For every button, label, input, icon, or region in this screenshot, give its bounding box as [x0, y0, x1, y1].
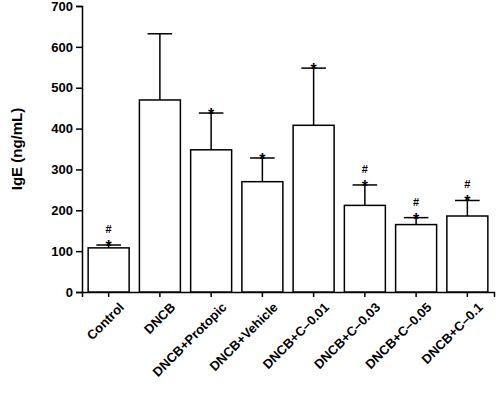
significance-mark: *: [362, 178, 369, 195]
significance-mark: *: [311, 61, 318, 78]
y-tick-mark: [76, 47, 82, 49]
x-tick-mark: [467, 292, 469, 297]
significance-mark: #: [106, 223, 112, 235]
y-tick: 500: [51, 80, 82, 95]
y-tick-mark: [76, 87, 82, 89]
significance-mark: #: [464, 178, 470, 190]
y-tick: 200: [51, 203, 82, 218]
bar: [242, 182, 283, 292]
bar: [344, 205, 385, 292]
chart: 0100200300400500600700ControlDNCBDNCB+Pr…: [0, 0, 500, 397]
plot: 0100200300400500600700ControlDNCBDNCB+Pr…: [51, 0, 494, 380]
annotations: # * * * * # * # * # *: [106, 61, 472, 255]
x-axis-line: [83, 293, 495, 298]
y-tick-label: 500: [51, 80, 73, 95]
y-tick-label: 300: [51, 162, 73, 177]
y-tick-mark: [76, 169, 82, 171]
error-bar-cap: [148, 33, 173, 35]
x-tick-mark: [262, 292, 264, 297]
significance-mark: *: [413, 211, 420, 228]
y-tick-label: 400: [51, 121, 73, 136]
x-tick-mark: [364, 292, 366, 297]
y-tick: 0: [66, 285, 82, 300]
x-tick-label: DNCB: [141, 300, 178, 337]
x-tick-mark: [210, 292, 212, 297]
y-tick-label: 600: [51, 40, 73, 55]
x-tick: DNCB+C–0.1: [419, 292, 486, 367]
y-tick: 700: [51, 0, 82, 14]
significance-mark: *: [208, 106, 215, 123]
significance-mark: *: [464, 193, 471, 210]
y-tick-mark: [76, 292, 82, 294]
y-tick-label: 100: [51, 244, 73, 259]
bar: [293, 125, 334, 292]
y-axis-title: IgE (ng/mL): [8, 108, 25, 191]
x-tick-mark: [108, 292, 110, 297]
marks: [88, 34, 488, 292]
bar: [191, 150, 232, 292]
y-tick: 600: [51, 40, 82, 55]
significance-mark: #: [362, 163, 368, 175]
y-axis: 0 100 200 300 400 500 600 700: [51, 0, 82, 300]
y-tick-mark: [76, 210, 82, 212]
significance-mark: #: [413, 196, 419, 208]
y-axis-line: [76, 7, 83, 293]
x-tick-mark: [415, 292, 417, 297]
x-tick: Control: [84, 292, 127, 343]
y-tick: 400: [51, 121, 82, 136]
x-tick-mark: [313, 292, 315, 297]
significance-mark: *: [106, 238, 113, 255]
x-tick-label: Control: [84, 300, 127, 343]
y-tick-label: 0: [66, 285, 73, 300]
bar: [396, 225, 437, 292]
y-tick-label: 200: [51, 203, 73, 218]
y-tick-mark: [76, 251, 82, 253]
error-bar: [148, 34, 173, 100]
x-tick-mark: [159, 292, 161, 297]
y-tick-mark: [76, 128, 82, 130]
significance-mark: *: [259, 151, 266, 168]
y-tick-mark: [76, 6, 82, 8]
bar: [139, 100, 180, 292]
x-tick: DNCB: [141, 292, 178, 337]
error-bar-stem: [159, 34, 161, 100]
x-axis: ControlDNCBDNCB+ProtopicDNCB+VehicleDNCB…: [83, 292, 495, 380]
x-tick-label: DNCB+C–0.1: [419, 300, 486, 367]
y-tick: 100: [51, 244, 82, 259]
bar: [447, 216, 488, 292]
y-tick-label: 700: [51, 0, 73, 14]
y-tick: 300: [51, 162, 82, 177]
